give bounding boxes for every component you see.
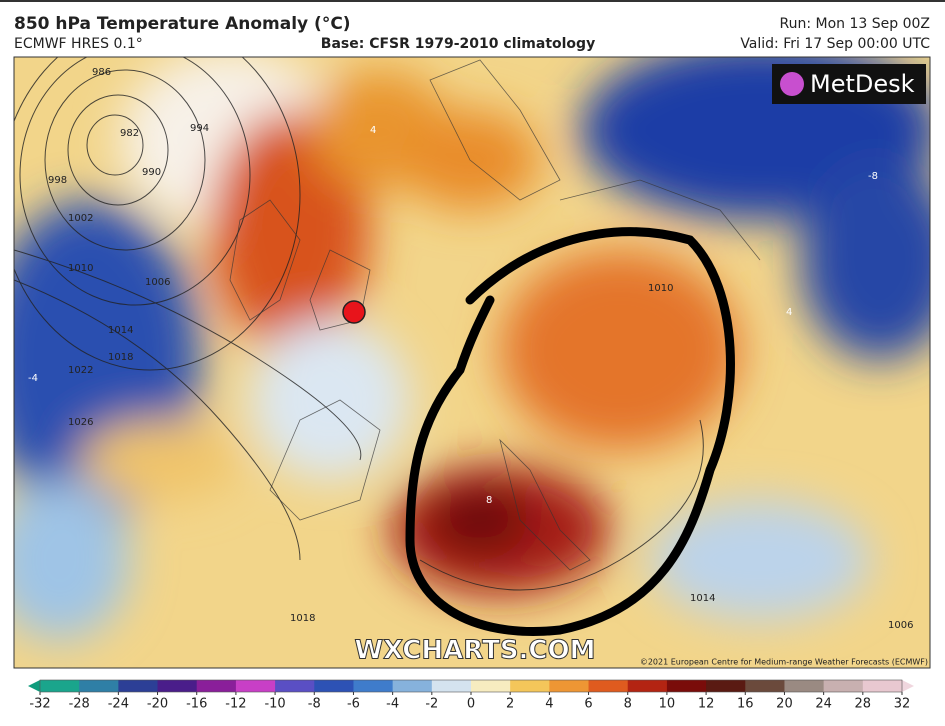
isobar-label: 990 bbox=[142, 167, 161, 178]
colorbar-segment bbox=[627, 680, 668, 692]
colorbar-segment bbox=[706, 680, 746, 692]
isobar-label: 1006 bbox=[145, 277, 170, 288]
colorbar-tick-label: -8 bbox=[308, 697, 321, 712]
colorbar-tick-label: -12 bbox=[225, 697, 246, 712]
colorbar-segment bbox=[666, 680, 707, 692]
colorbar-tick-label: 6 bbox=[584, 697, 592, 712]
colorbar-segment bbox=[471, 680, 511, 692]
run: Run: Mon 13 Sep 00Z bbox=[780, 16, 931, 32]
colorbar-tick-label: -10 bbox=[264, 697, 285, 712]
colorbar-segment bbox=[510, 680, 550, 692]
model: ECMWF HRES 0.1° bbox=[14, 36, 143, 52]
colorbar-tick-label: 32 bbox=[894, 697, 911, 712]
location-marker bbox=[342, 300, 366, 324]
isobar-label: 1010 bbox=[68, 263, 93, 274]
colorbar-tick-label: -32 bbox=[29, 697, 50, 712]
colorbar-segment bbox=[784, 680, 825, 692]
isobar-label: 994 bbox=[190, 123, 209, 134]
coastlines bbox=[229, 59, 761, 571]
colorbar-segment bbox=[353, 680, 394, 692]
colorbar-cap bbox=[28, 680, 40, 692]
isobar-label: 986 bbox=[92, 67, 111, 78]
colorbar-tick-label: 28 bbox=[855, 697, 872, 712]
colorbar-segment bbox=[392, 680, 433, 692]
valid: Valid: Fri 17 Sep 00:00 UTC bbox=[740, 36, 930, 52]
colorbar-segment bbox=[823, 680, 864, 692]
colorbar-segment bbox=[588, 680, 629, 692]
colorbar-tick-label: 0 bbox=[467, 697, 475, 712]
colorbar-tick-label: -24 bbox=[108, 697, 129, 712]
logo: MetDesk bbox=[810, 70, 915, 98]
anomaly-field bbox=[14, 57, 930, 640]
colorbar-tick-label: 16 bbox=[737, 697, 754, 712]
isobar-label: 1018 bbox=[108, 352, 133, 363]
colorbar-tick-label: -4 bbox=[386, 697, 399, 712]
isobar-label: 1010 bbox=[648, 283, 673, 294]
top-rule bbox=[0, 0, 945, 2]
colorbar-tick-label: 4 bbox=[545, 697, 553, 712]
map: MetDesk WXCHARTS.COM ©2021 European Cent… bbox=[14, 57, 930, 668]
colorbar-segment bbox=[549, 680, 590, 692]
map-labels: 986 982 990 994 998 1002 1006 1010 1014 1018 1022 1… bbox=[28, 67, 913, 631]
anomaly-label: 4 bbox=[370, 125, 376, 136]
isobar-label: 998 bbox=[48, 175, 67, 186]
colorbar-segment bbox=[745, 680, 785, 692]
colorbar-tick-label: 10 bbox=[659, 697, 676, 712]
anomaly-label: -4 bbox=[28, 373, 38, 384]
isobar-label: 1002 bbox=[68, 213, 93, 224]
colorbar-segment bbox=[40, 680, 80, 692]
colorbar-tick-label: 24 bbox=[815, 697, 832, 712]
watermark: WXCHARTS.COM bbox=[354, 636, 595, 666]
colorbar-tick-label: -6 bbox=[347, 697, 360, 712]
isobar-label: 1022 bbox=[68, 365, 93, 376]
isobar-label: 1014 bbox=[690, 593, 715, 604]
isobar-label: 1026 bbox=[68, 417, 93, 428]
colorbar-segment bbox=[235, 680, 276, 692]
isobar-label: 1018 bbox=[290, 613, 315, 624]
copyright: ©2021 European Centre for Medium-range W… bbox=[640, 658, 928, 667]
colorbar: -32 -28 -24 -20 -16 -12 -10 -8 -6 -4 -2 0 2 4 6 8 10 12 16… bbox=[28, 679, 914, 712]
isobar-label: 982 bbox=[120, 128, 139, 139]
colorbar-tick-label: -2 bbox=[425, 697, 438, 712]
logo-icon bbox=[780, 72, 804, 96]
highlight-circle bbox=[405, 227, 735, 636]
isobar-label: 1006 bbox=[888, 620, 913, 631]
colorbar-segment bbox=[157, 680, 198, 692]
colorbar-tick-label: -16 bbox=[186, 697, 207, 712]
colorbar-tick-label: -20 bbox=[147, 697, 168, 712]
map-frame bbox=[13, 56, 931, 669]
anomaly-label: -8 bbox=[868, 171, 878, 182]
colorbar-segment bbox=[79, 680, 119, 692]
isobars bbox=[14, 57, 704, 591]
colorbar-tick-label: -28 bbox=[69, 697, 90, 712]
anomaly-label: 4 bbox=[786, 307, 792, 318]
base: Base: CFSR 1979-2010 climatology bbox=[321, 36, 595, 52]
colorbar-tick-label: 8 bbox=[624, 697, 632, 712]
colorbar-segment bbox=[862, 680, 903, 692]
colorbar-segment bbox=[196, 680, 237, 692]
colorbar-segment bbox=[118, 680, 159, 692]
anomaly-label: 8 bbox=[486, 495, 492, 506]
colorbar-segment bbox=[314, 680, 354, 692]
title: 850 hPa Temperature Anomaly (°C) bbox=[14, 14, 351, 34]
colorbar-cap bbox=[902, 680, 914, 692]
isobar-label: 1014 bbox=[108, 325, 133, 336]
colorbar-tick-label: 12 bbox=[698, 697, 715, 712]
colorbar-tick-label: 2 bbox=[506, 697, 514, 712]
colorbar-segment bbox=[431, 680, 472, 692]
colorbar-tick-label: 20 bbox=[776, 697, 793, 712]
colorbar-segment bbox=[275, 680, 315, 692]
